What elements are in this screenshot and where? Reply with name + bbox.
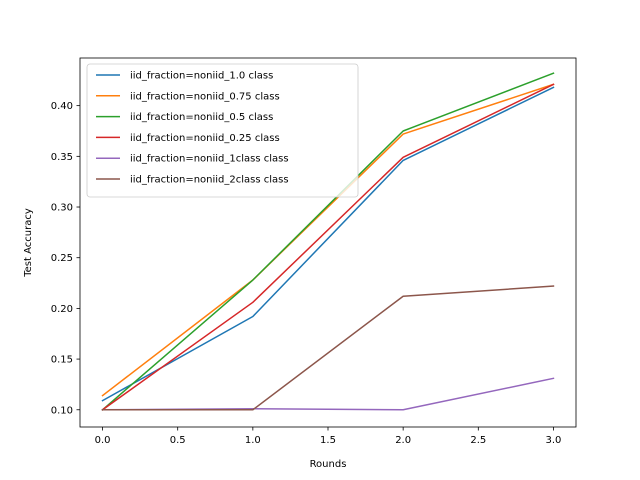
legend-label-1: iid_fraction=noniid_0.75 class	[130, 91, 280, 102]
series-line-0	[101, 86, 555, 402]
x-axis-ticks: 0.0 0.5 1.0 1.5 2.0 2.5 3.0	[95, 427, 562, 446]
x-tick-label: 1.5	[320, 435, 336, 446]
x-tick-label: 2.0	[395, 435, 411, 446]
legend-frame	[86, 63, 359, 198]
y-tick-label: 0.40	[51, 101, 73, 112]
legend: iid_fraction=noniid_1.0 class iid_fractio…	[86, 63, 359, 198]
x-tick-label: 2.5	[470, 435, 486, 446]
series-line-5	[101, 285, 555, 411]
legend-label-0: iid_fraction=noniid_1.0 class	[130, 71, 273, 82]
series-layer	[101, 72, 555, 411]
y-tick-label: 0.35	[51, 152, 73, 163]
x-tick-label: 0.5	[170, 435, 186, 446]
y-tick-label: 0.20	[51, 304, 73, 315]
legend-entries: iid_fraction=noniid_1.0 class iid_fractio…	[96, 71, 289, 186]
series-line-1	[101, 83, 555, 397]
legend-label-5: iid_fraction=noniid_2class class	[130, 175, 289, 186]
y-tick-label: 0.25	[51, 253, 73, 264]
x-tick-label: 0.0	[95, 435, 111, 446]
legend-label-2: iid_fraction=noniid_0.5 class	[130, 112, 273, 123]
legend-label-3: iid_fraction=noniid_0.25 class	[130, 133, 280, 144]
series-line-3	[101, 83, 555, 411]
y-tick-label: 0.15	[51, 355, 73, 366]
y-tick-label: 0.10	[51, 405, 73, 416]
x-tick-label: 3.0	[546, 435, 562, 446]
series-line-2	[101, 72, 555, 411]
y-axis-ticks: 0.10 0.15 0.20 0.25 0.30 0.35 0.40	[51, 101, 80, 416]
y-tick-label: 0.30	[51, 203, 73, 214]
x-tick-label: 1.0	[245, 435, 261, 446]
y-axis-label: Test Accuracy	[23, 208, 34, 278]
x-axis-label: Rounds	[310, 459, 347, 470]
legend-label-4: iid_fraction=noniid_1class class	[130, 154, 289, 165]
